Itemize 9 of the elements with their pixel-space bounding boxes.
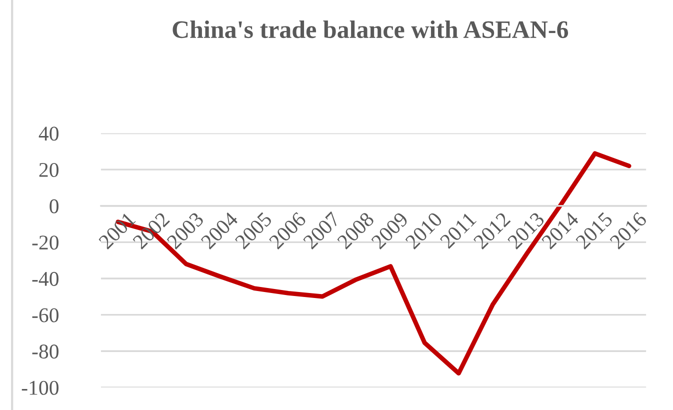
- y-tick-label: -80: [32, 344, 58, 359]
- y-tick-label: -40: [32, 272, 58, 286]
- y-tick-label: 40: [38, 126, 58, 141]
- y-tick-label: 0: [50, 199, 58, 214]
- y-tick-label: -60: [32, 308, 58, 322]
- y-tick-label: -20: [32, 236, 58, 250]
- y-tick-label: -100: [22, 380, 58, 395]
- chart-title: China's trade balance with ASEAN-6: [172, 20, 568, 38]
- y-tick-label: 20: [39, 162, 58, 177]
